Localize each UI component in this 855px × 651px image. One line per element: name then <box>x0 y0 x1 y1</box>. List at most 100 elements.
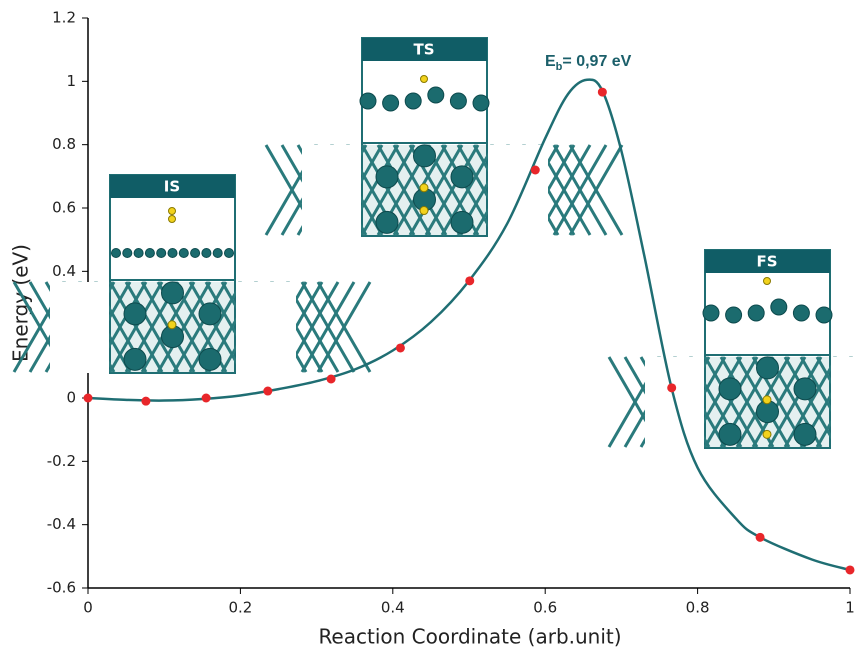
bond <box>360 144 416 236</box>
annotation-sub: b <box>556 61 563 73</box>
atom <box>178 248 189 258</box>
lattice-clip <box>236 282 296 373</box>
data-point <box>667 383 677 393</box>
y-tick-label: 0 <box>66 389 76 407</box>
atom <box>449 92 467 110</box>
atom <box>201 248 212 258</box>
atom <box>792 304 810 322</box>
bond <box>188 281 244 373</box>
atom <box>450 165 474 189</box>
bond <box>408 144 464 236</box>
atom <box>404 92 422 110</box>
bond <box>108 281 164 373</box>
h-atom <box>419 183 429 193</box>
bond <box>783 356 839 448</box>
atom <box>144 248 155 258</box>
inset-header <box>705 250 830 273</box>
atom <box>224 248 234 258</box>
atom <box>212 248 223 258</box>
bond <box>316 281 372 373</box>
y-tick-label: 0.8 <box>52 135 76 153</box>
lattice-clip <box>831 357 855 448</box>
data-point <box>201 393 211 403</box>
annotation-main: E <box>545 53 556 70</box>
inset-header <box>362 38 487 61</box>
h-atom <box>167 320 177 330</box>
data-point <box>755 532 765 542</box>
bond <box>703 356 759 448</box>
y-tick-label: -0.2 <box>47 452 76 470</box>
atom <box>375 165 399 189</box>
h-atom <box>763 277 771 285</box>
x-tick-label: 0.8 <box>686 599 710 617</box>
atom <box>450 210 474 234</box>
atom <box>359 92 377 110</box>
inset: IS <box>12 174 372 374</box>
inset-title: IS <box>164 178 180 196</box>
bond <box>568 144 624 236</box>
data-point <box>597 87 607 97</box>
y-axis-label: Energy (eV) <box>9 244 33 362</box>
x-tick-label: 0 <box>83 599 93 617</box>
data-point <box>845 565 855 575</box>
energy-curve <box>87 78 851 572</box>
h-atom <box>168 207 176 215</box>
inset-header <box>110 175 235 198</box>
atom <box>793 422 817 446</box>
atom <box>161 281 184 305</box>
y-tick-label: 1.2 <box>52 9 76 27</box>
atom <box>123 302 147 326</box>
lattice-clip <box>302 145 361 236</box>
atom <box>198 347 222 371</box>
bond <box>552 144 608 236</box>
y-tick-label: 0.4 <box>52 262 76 280</box>
inset-title: TS <box>413 41 434 59</box>
data-point <box>326 374 336 384</box>
atom <box>413 144 436 168</box>
atom <box>427 86 445 104</box>
x-axis-label: Reaction Coordinate (arb.unit) <box>318 625 621 649</box>
atom <box>756 356 779 380</box>
x-tick-label: 0.6 <box>533 599 557 617</box>
lattice-clip <box>488 145 548 236</box>
data-point <box>83 393 93 403</box>
h-atom <box>168 215 176 223</box>
h-atom <box>420 75 428 83</box>
bond <box>300 281 356 373</box>
atom <box>718 377 742 401</box>
atom <box>382 94 400 112</box>
atom <box>190 248 201 258</box>
h-atom <box>419 206 429 216</box>
y-tick-label: -0.6 <box>47 579 76 597</box>
atom <box>156 248 167 258</box>
atom <box>198 302 222 326</box>
inset-title: FS <box>756 253 777 271</box>
h-atom <box>762 429 772 439</box>
data-point <box>141 396 151 406</box>
atom <box>793 377 817 401</box>
x-tick-label: 0.4 <box>381 599 405 617</box>
y-tick-label: 1 <box>66 72 76 90</box>
atom <box>133 248 144 258</box>
inset: FS <box>607 249 855 449</box>
atom <box>122 248 133 258</box>
data-point <box>395 343 405 353</box>
atom <box>123 347 147 371</box>
y-tick-label: 0.6 <box>52 199 76 217</box>
annotation-rest: = 0,97 eV <box>562 53 631 70</box>
atom <box>725 306 743 324</box>
data-point <box>263 386 273 396</box>
bond <box>751 356 807 448</box>
inset: TS <box>264 37 624 237</box>
x-tick-label: 0.2 <box>228 599 252 617</box>
bond <box>440 144 496 236</box>
bond <box>424 144 480 236</box>
h-atom <box>762 395 772 405</box>
atom <box>167 248 178 258</box>
atom <box>718 422 742 446</box>
bond <box>156 281 212 373</box>
lattice-clip <box>50 282 109 373</box>
atom <box>111 248 121 258</box>
y-tick-label: -0.4 <box>47 515 76 533</box>
atom <box>770 298 788 316</box>
